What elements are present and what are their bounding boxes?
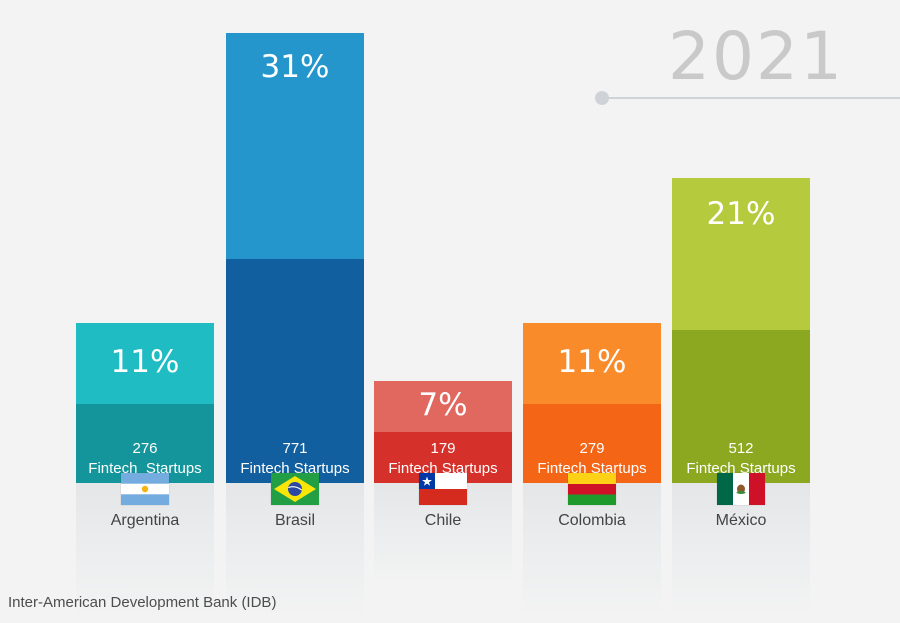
argentina-flag-icon — [121, 473, 169, 505]
startup-count-label: 771 Fintech Startups — [240, 440, 350, 477]
bar-colombia: 11% 279 Fintech Startups — [523, 323, 661, 483]
bar-percent-segment — [226, 33, 364, 259]
brazil-flag-icon — [271, 473, 319, 505]
country-label: Argentina — [110, 512, 180, 529]
startup-count-label: 179 Fintech Startups — [388, 440, 498, 477]
bar-count-segment — [76, 404, 214, 483]
startup-count-label: 279 Fintech Startups — [537, 440, 647, 477]
chile-flag-icon — [419, 473, 467, 505]
bar-chile: 7% 179 Fintech Startups — [374, 381, 512, 483]
bar-mxico: 21% 512 Fintech Startups — [672, 178, 810, 483]
bar-reflection — [76, 483, 214, 618]
bar-brasil: 31% 771 Fintech Startups — [226, 33, 364, 483]
percent-label: 11% — [557, 344, 627, 380]
percent-label: 21% — [706, 196, 776, 232]
year-divider-line — [602, 97, 900, 99]
bar-reflection — [672, 483, 810, 618]
percent-label: 11% — [110, 344, 180, 380]
bar-percent-segment — [374, 381, 512, 432]
bar-count-segment — [672, 330, 810, 483]
bar-reflection — [523, 483, 661, 618]
year-label: 2021 — [668, 18, 844, 95]
bar-count-segment — [226, 259, 364, 483]
startup-count-label: 512 Fintech Startups — [686, 440, 796, 477]
percent-label: 31% — [260, 49, 330, 85]
country-label: Chile — [424, 512, 462, 529]
source-caption: Inter-American Development Bank (IDB) — [8, 594, 277, 611]
colombia-flag-icon — [568, 473, 616, 505]
bar-reflection — [226, 483, 364, 618]
country-label: Colombia — [558, 512, 626, 529]
country-label: México — [715, 512, 767, 529]
bar-argentina: 11% 276 Fintech Startups — [76, 323, 214, 483]
percent-label: 7% — [418, 387, 468, 423]
mexico-flag-icon — [717, 473, 765, 505]
bar-percent-segment — [672, 178, 810, 330]
year-divider-dot — [595, 91, 609, 105]
bar-percent-segment — [523, 323, 661, 404]
bar-count-segment — [523, 404, 661, 483]
country-label: Brasil — [274, 512, 315, 529]
startup-count-label: 276 Fintech Startups — [88, 440, 202, 477]
bar-percent-segment — [76, 323, 214, 404]
